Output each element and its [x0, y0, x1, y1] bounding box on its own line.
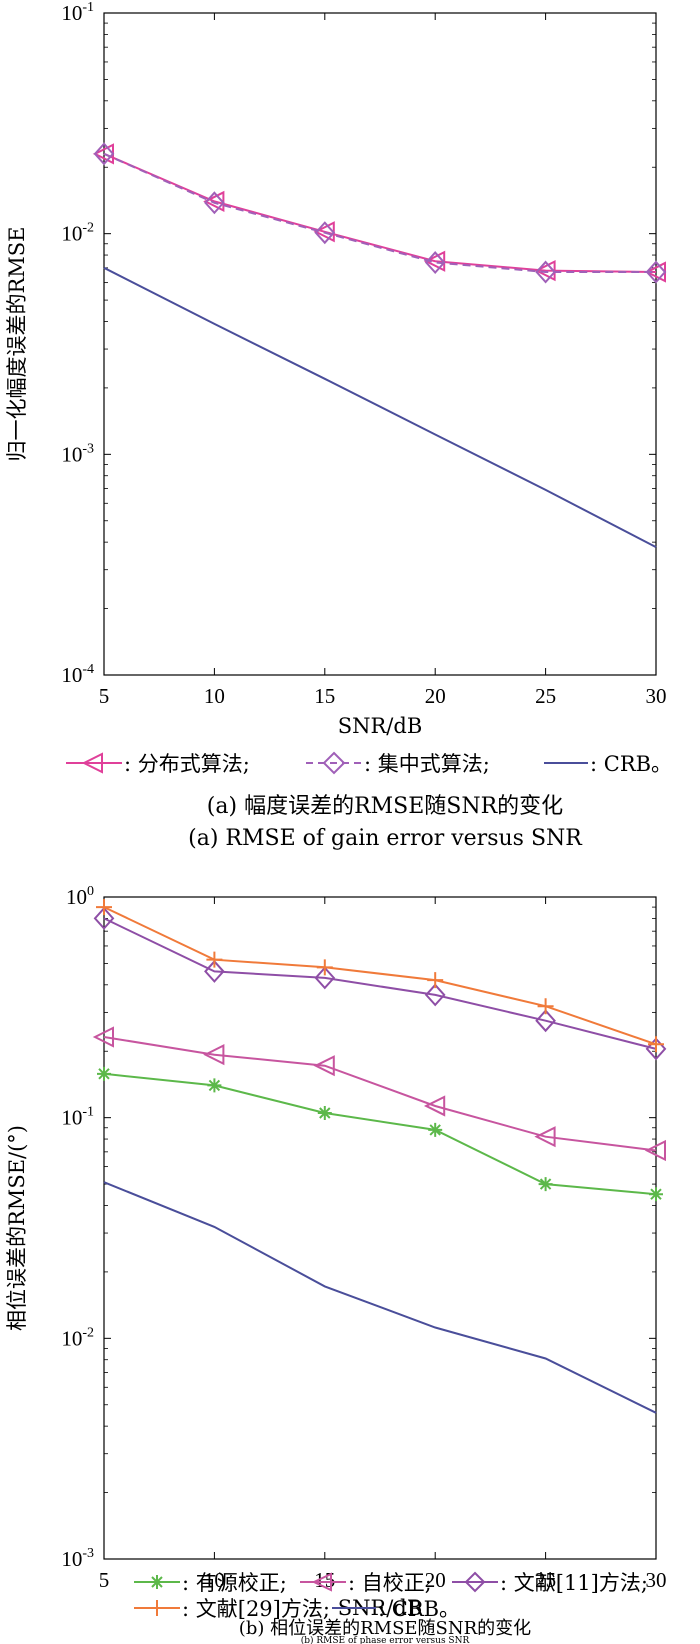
legend-label-distributed: : 分布式算法; — [124, 752, 250, 776]
legend-entry-crb: : CRB。 — [544, 752, 672, 776]
legend-label-active-calibration: : 有源校正; — [182, 1571, 287, 1595]
data-point-marker — [93, 906, 115, 930]
legend-label-crb-b: : CRB。 — [378, 1597, 460, 1621]
chart-a-caption-cn: (a) 幅度误差的RMSE随SNR的变化 — [207, 794, 563, 819]
data-point-marker — [648, 1036, 664, 1053]
y-tick-label: 10-2 — [61, 221, 94, 246]
series-line — [103, 152, 657, 273]
series-line — [103, 1036, 657, 1152]
data-point-marker — [427, 972, 444, 989]
legend-entry-ref11: : 文献[11]方法; — [452, 1571, 648, 1595]
chart-b-plot-frame — [103, 896, 657, 1560]
data-point-marker — [316, 959, 333, 976]
legend-entry-ref29: : 文献[29]方法; — [134, 1597, 330, 1621]
data-point-marker — [314, 966, 336, 990]
legend-entry-centralized: : 集中式算法; — [306, 751, 490, 776]
y-tick-label: 10-2 — [61, 1325, 94, 1350]
y-tick-label: 10-4 — [61, 662, 94, 687]
data-point-marker — [644, 1139, 666, 1162]
chart-a: 10-4 10-3 10-2 10-1 5 10 15 20 25 30 归一化幅度误差的RMS… — [5, 0, 672, 851]
plus-icon — [149, 1600, 165, 1616]
x-tick-label: 5 — [99, 684, 110, 708]
data-point-marker — [538, 1177, 553, 1192]
chart-a-y-ticks: 10-4 10-3 10-2 10-1 — [61, 0, 656, 687]
x-tick-label: 20 — [425, 1568, 446, 1592]
data-point-marker — [206, 951, 223, 968]
chart-a-series — [92, 142, 667, 548]
series-line — [103, 1181, 657, 1414]
data-point-marker — [645, 260, 667, 284]
legend-label-ref11: : 文献[11]方法; — [500, 1571, 648, 1595]
y-tick-label: 10-1 — [61, 0, 94, 25]
data-point-marker — [92, 1026, 114, 1048]
data-point-marker — [204, 191, 225, 215]
chart-a-caption-en: (a) RMSE of gain error versus SNR — [188, 826, 583, 851]
x-tick-label: 10 — [204, 684, 225, 708]
series-line — [103, 266, 657, 548]
data-point-marker — [424, 983, 446, 1007]
chart-b-caption-cn: (b) 相位误差的RMSE随SNR的变化 — [239, 1618, 531, 1639]
y-tick-label: 100 — [66, 884, 94, 909]
legend-label-centralized: : 集中式算法; — [364, 752, 490, 776]
chart-a-x-ticks: 5 10 15 20 25 30 — [99, 13, 667, 708]
data-point-marker — [317, 1105, 332, 1120]
chart-b-caption-en: (b) RMSE of phase error versus SNR — [301, 1635, 470, 1644]
diamond-icon — [464, 1571, 486, 1593]
chart-b-x-ticks: 5 10 15 20 25 30 — [99, 897, 667, 1592]
legend-entry-self-calibration: : 自校正; — [300, 1571, 432, 1595]
chart-b-y-axis-label: 相位误差的RMSE/(°) — [5, 1125, 29, 1331]
legend-entry-active-calibration: : 有源校正; — [134, 1571, 287, 1595]
data-point-marker — [424, 251, 446, 275]
legend-entry-crb-b: : CRB。 — [332, 1597, 460, 1621]
legend-label-crb: : CRB。 — [590, 752, 672, 776]
legend-label-ref29: : 文献[29]方法; — [182, 1597, 330, 1621]
x-tick-label: 30 — [646, 1568, 667, 1592]
x-tick-label: 15 — [314, 684, 335, 708]
y-tick-label: 10-3 — [61, 441, 94, 466]
chart-a-y-axis-label: 归一化幅度误差的RMSE — [5, 226, 29, 461]
data-point-marker — [535, 260, 556, 284]
data-point-marker — [645, 1037, 667, 1061]
asterisk-icon — [150, 1575, 164, 1589]
chart-a-x-axis-label: SNR/dB — [338, 714, 423, 738]
data-point-marker — [428, 1122, 443, 1137]
legend-label-self-calibration: : 自校正; — [348, 1571, 432, 1595]
data-point-marker — [96, 899, 112, 916]
data-point-marker — [207, 1078, 222, 1093]
data-point-marker — [203, 1044, 225, 1066]
chart-b-series — [92, 899, 667, 1414]
data-point-marker — [97, 1066, 111, 1081]
data-point-marker — [313, 1055, 335, 1077]
data-point-marker — [204, 959, 225, 983]
data-point-marker — [534, 1126, 556, 1148]
x-tick-label: 10 — [204, 1568, 225, 1592]
series-line — [103, 1072, 657, 1196]
data-point-marker — [649, 1187, 663, 1202]
data-point-marker — [537, 998, 554, 1015]
triangle-left-icon — [81, 752, 103, 774]
data-point-marker — [535, 1009, 556, 1033]
x-tick-label: 5 — [99, 1568, 110, 1592]
y-tick-label: 10-1 — [61, 1105, 94, 1130]
chart-a-plot-frame — [103, 12, 657, 676]
legend-entry-distributed: : 分布式算法; — [66, 752, 250, 776]
y-tick-label: 10-3 — [61, 1546, 94, 1571]
chart-a-legend: : 分布式算法; : 集中式算法; : CRB。 — [66, 751, 672, 776]
chart-b-y-ticks: 10-3 10-2 10-1 100 — [61, 884, 656, 1571]
x-tick-label: 25 — [535, 1568, 556, 1592]
series-line — [103, 152, 656, 273]
data-point-marker — [314, 221, 336, 245]
data-point-marker — [93, 142, 115, 166]
triangle-left-icon — [311, 1572, 332, 1592]
series-line — [103, 917, 657, 1050]
series-line — [103, 906, 657, 1046]
x-tick-label: 20 — [425, 684, 446, 708]
diamond-icon — [322, 751, 346, 775]
x-tick-label: 30 — [646, 684, 667, 708]
data-point-marker — [423, 1095, 446, 1117]
x-tick-label: 25 — [535, 684, 556, 708]
